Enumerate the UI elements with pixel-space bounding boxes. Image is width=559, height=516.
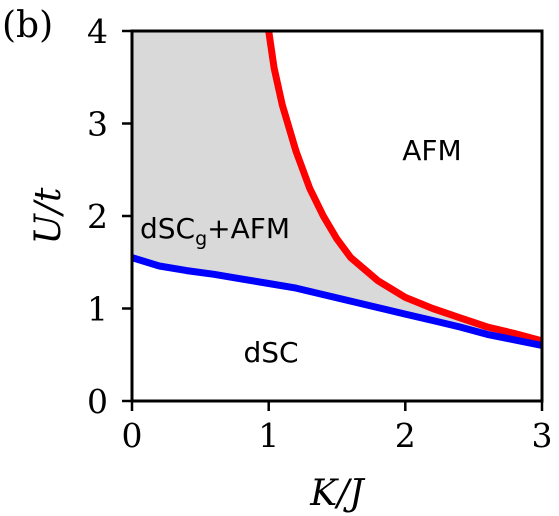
y-tick-label-2: 2 <box>87 197 108 236</box>
x-tick-label-1: 1 <box>258 416 279 455</box>
coexistence-region-label: dSCg+AFM <box>140 212 290 250</box>
x-axis: 0 1 2 3 K/J <box>122 401 553 514</box>
coexist-label-suffix: +AFM <box>207 212 290 245</box>
dsc-region-label: dSC <box>243 336 298 369</box>
y-axis-label: U/t <box>28 187 69 244</box>
panel-label: (b) <box>2 5 53 46</box>
x-tick-label-3: 3 <box>532 416 553 455</box>
coexist-label-subscript: g <box>195 228 207 250</box>
y-tick-label-4: 4 <box>87 12 108 51</box>
blue-boundary-line <box>130 254 543 349</box>
y-axis: 0 1 2 3 4 U/t <box>28 12 132 421</box>
y-tick-label-3: 3 <box>87 105 108 144</box>
x-axis-label: K/J <box>309 473 366 514</box>
afm-region-label: AFM <box>402 134 461 167</box>
y-tick-label-1: 1 <box>87 290 108 329</box>
x-tick-label-0: 0 <box>122 416 143 455</box>
y-tick-label-0: 0 <box>87 382 108 421</box>
x-tick-label-2: 2 <box>395 416 416 455</box>
coexistence-region <box>132 31 542 346</box>
red-boundary-line <box>265 30 543 345</box>
coexist-label-main: dSC <box>140 212 195 245</box>
